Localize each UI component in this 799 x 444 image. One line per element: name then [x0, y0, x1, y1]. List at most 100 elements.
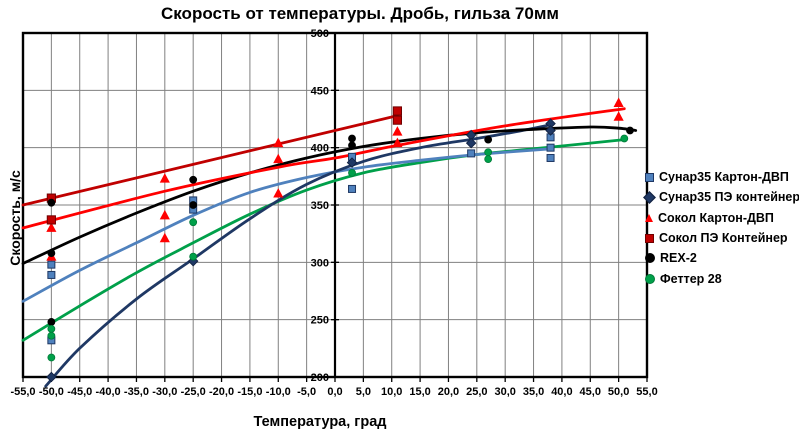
x-tick-label: -30,0 — [152, 386, 177, 398]
data-point — [613, 111, 624, 121]
data-point — [484, 135, 493, 144]
data-point — [348, 168, 356, 177]
legend-item-6: Феттер 28 — [645, 268, 799, 288]
data-point — [348, 134, 356, 143]
circle-marker-icon — [645, 273, 655, 284]
data-point — [46, 222, 57, 232]
data-point — [484, 148, 493, 157]
data-point — [189, 175, 198, 184]
data-point — [47, 331, 56, 340]
legend-item-4: Сокол ПЭ Контейнер — [645, 228, 799, 248]
trend-line-1 — [21, 147, 552, 303]
data-point — [189, 252, 198, 261]
data-point — [189, 218, 198, 227]
x-tick-label: 40,0 — [551, 386, 572, 398]
data-point — [546, 143, 555, 152]
y-tick-label: 400 — [311, 143, 329, 155]
legend-item-5: REX-2 — [645, 248, 799, 268]
y-tick-label: 350 — [311, 200, 329, 212]
x-tick-label: 10,0 — [381, 386, 402, 398]
y-tick-label: 450 — [311, 85, 329, 97]
x-tick-label: 20,0 — [438, 386, 459, 398]
x-tick-label: -25,0 — [181, 386, 206, 398]
data-point — [392, 106, 402, 116]
x-tick-label: -50,0 — [39, 386, 64, 398]
x-tick-label: -15,0 — [237, 386, 262, 398]
x-tick-label: 15,0 — [409, 386, 430, 398]
data-point — [613, 97, 624, 107]
data-point — [189, 201, 198, 209]
data-point — [47, 270, 56, 279]
data-point — [348, 184, 357, 193]
x-tick-label: -40,0 — [96, 386, 121, 398]
legend: Сунар35 Картон-ДВП Сунар35 ПЭ контейнер Со… — [643, 167, 799, 289]
data-point — [348, 141, 356, 150]
data-point — [273, 188, 284, 198]
x-tick-label: 45,0 — [580, 386, 601, 398]
legend-label: Сунар35 ПЭ контейнер — [659, 190, 799, 205]
trend-line-3 — [21, 107, 626, 230]
legend-label: Сокол ПЭ Контейнер — [659, 231, 788, 246]
legend-item-2: Сунар35 ПЭ контейнер — [643, 187, 799, 207]
y-tick-label: 250 — [311, 315, 329, 327]
square-marker-icon — [645, 233, 654, 243]
y-tick-label: 500 — [311, 28, 329, 40]
x-tick-label: -5,0 — [297, 386, 316, 398]
trend-line-4 — [21, 114, 399, 207]
x-tick-label: -55,0 — [10, 386, 35, 398]
x-tick-label: 5,0 — [356, 386, 371, 398]
x-tick-label: -20,0 — [209, 386, 234, 398]
y-tick-label: 200 — [311, 372, 329, 384]
x-tick-label: -10,0 — [266, 386, 291, 398]
data-point — [159, 232, 170, 243]
data-point — [46, 215, 56, 225]
legend-item-3: Сокол Картон-ДВП — [645, 208, 799, 228]
chart-title: Скорость от температуры. Дробь, гильза 7… — [161, 4, 559, 23]
data-point — [392, 126, 403, 136]
data-point — [392, 115, 402, 125]
data-point — [620, 134, 629, 143]
x-tick-label: -35,0 — [124, 386, 149, 398]
y-axis-title: Скорость, м/с — [7, 170, 23, 266]
data-point — [273, 153, 284, 164]
data-point — [465, 137, 477, 149]
x-tick-label: 50,0 — [608, 386, 629, 398]
data-point — [467, 149, 476, 158]
data-point — [546, 153, 555, 162]
x-tick-label: 55,0 — [636, 386, 657, 398]
triangle-marker-icon — [645, 213, 653, 222]
data-point — [392, 137, 403, 148]
data-point — [273, 137, 284, 148]
diamond-marker-icon — [643, 191, 656, 204]
x-tick-label: 30,0 — [494, 386, 515, 398]
x-tick-label: 0,0 — [327, 386, 342, 398]
legend-label: REX-2 — [660, 251, 697, 266]
data-point — [484, 155, 493, 164]
data-point — [545, 125, 556, 136]
circle-marker-icon — [645, 253, 655, 264]
data-point — [46, 371, 57, 383]
data-point — [47, 324, 56, 333]
legend-label: Сокол Картон-ДВП — [658, 210, 774, 225]
data-point — [47, 353, 56, 362]
data-point — [626, 126, 634, 135]
x-tick-label: 25,0 — [466, 386, 487, 398]
data-point — [346, 157, 358, 168]
square-marker-icon — [645, 172, 654, 182]
legend-item-1: Сунар35 Картон-ДВП — [645, 167, 799, 187]
trend-line-5 — [21, 125, 638, 265]
trend-line-6 — [21, 138, 626, 342]
x-tick-label: 35,0 — [523, 386, 544, 398]
data-point — [47, 318, 56, 326]
x-axis-title: Температура, град — [253, 414, 387, 430]
data-point — [159, 209, 170, 220]
legend-label: Феттер 28 — [660, 271, 722, 286]
data-point — [47, 249, 56, 258]
x-tick-label: -45,0 — [67, 386, 92, 398]
data-point — [47, 198, 56, 207]
y-tick-label: 300 — [311, 257, 329, 269]
legend-label: Сунар35 Картон-ДВП — [659, 170, 789, 185]
data-point — [159, 173, 170, 183]
